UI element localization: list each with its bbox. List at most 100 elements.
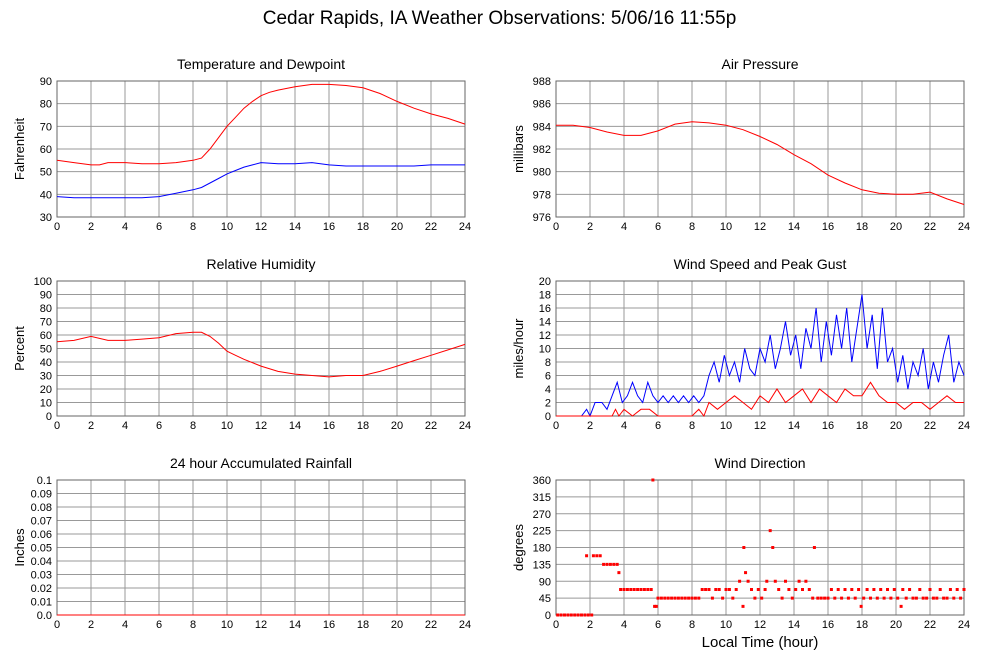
wind-direction-point bbox=[632, 588, 636, 591]
y-tick-label: 180 bbox=[533, 543, 551, 555]
x-tick-label: 8 bbox=[190, 420, 196, 432]
wind-direction-point bbox=[619, 588, 623, 591]
y-tick-label: 982 bbox=[533, 144, 551, 156]
wind-direction-point bbox=[942, 596, 946, 600]
x-tick-label: 6 bbox=[655, 221, 661, 233]
x-tick-label: 8 bbox=[190, 619, 196, 631]
x-tick-label: 18 bbox=[357, 221, 369, 233]
y-axis-label: miles/hour bbox=[511, 318, 526, 379]
x-tick-label: 24 bbox=[958, 619, 970, 631]
wind-direction-point bbox=[746, 579, 750, 583]
x-tick-label: 4 bbox=[621, 420, 627, 432]
wind-direction-point bbox=[807, 588, 811, 591]
y-tick-label: 986 bbox=[533, 99, 551, 111]
wind-direction-point bbox=[945, 596, 949, 600]
y-tick-label: 50 bbox=[40, 167, 52, 179]
wind-direction-point bbox=[904, 596, 908, 600]
wind-direction-point bbox=[598, 554, 602, 558]
x-tick-label: 10 bbox=[221, 420, 233, 432]
wind-direction-point bbox=[784, 579, 787, 583]
bottom-x-axis-label: Local Time (hour) bbox=[701, 634, 819, 651]
wind-direction-point bbox=[801, 588, 804, 591]
y-tick-label: 0 bbox=[46, 411, 52, 423]
wind-direction-point bbox=[666, 596, 670, 600]
wind-direction-point bbox=[717, 588, 721, 591]
y-tick-label: 45 bbox=[539, 593, 551, 605]
y-tick-label: 0.01 bbox=[31, 597, 52, 609]
x-tick-label: 20 bbox=[391, 420, 403, 432]
y-tick-label: 0 bbox=[545, 411, 551, 423]
wind-direction-point bbox=[721, 596, 725, 600]
wind-direction-point bbox=[591, 554, 595, 558]
wind-direction-point bbox=[622, 588, 626, 591]
wind-direction-point bbox=[872, 588, 876, 591]
x-tick-label: 14 bbox=[289, 619, 301, 631]
x-tick-label: 0 bbox=[54, 619, 60, 631]
x-tick-label: 20 bbox=[890, 221, 902, 233]
y-tick-label: 30 bbox=[40, 371, 52, 383]
wind-direction-point bbox=[741, 604, 745, 608]
y-axis-label: degrees bbox=[511, 524, 526, 571]
y-tick-label: 30 bbox=[40, 212, 52, 224]
plot-frame bbox=[56, 280, 466, 417]
wind-direction-point bbox=[700, 588, 704, 591]
wind-direction-point bbox=[576, 613, 580, 617]
y-tick-label: 50 bbox=[40, 344, 52, 356]
x-tick-label: 20 bbox=[391, 221, 403, 233]
wind-direction-point bbox=[948, 588, 952, 591]
wind-direction-point bbox=[605, 562, 609, 566]
wind-direction-point bbox=[595, 554, 599, 558]
x-tick-label: 12 bbox=[754, 619, 766, 631]
y-tick-label: 18 bbox=[539, 290, 551, 302]
wind-direction-point bbox=[846, 596, 850, 600]
y-tick-label: 4 bbox=[545, 384, 551, 396]
wind-direction-point bbox=[886, 588, 889, 591]
wind-direction-point bbox=[826, 596, 830, 600]
x-tick-label: 0 bbox=[553, 420, 559, 432]
wind-direction-point bbox=[833, 596, 837, 600]
x-tick-label: 10 bbox=[720, 619, 732, 631]
y-axis-label: Fahrenheit bbox=[12, 118, 27, 181]
y-tick-label: 978 bbox=[533, 189, 551, 201]
y-tick-label: 0.0 bbox=[37, 610, 52, 622]
wind-direction-point bbox=[843, 588, 847, 591]
wind-direction-point bbox=[602, 562, 606, 566]
wind-direction-point bbox=[642, 588, 646, 591]
wind-direction-point bbox=[566, 613, 570, 617]
wind-direction-point bbox=[875, 596, 879, 600]
plot-frame bbox=[555, 479, 965, 616]
y-tick-label: 20 bbox=[40, 384, 52, 396]
wind-direction-point bbox=[710, 596, 714, 600]
x-tick-label: 6 bbox=[156, 221, 162, 233]
wind-direction-point bbox=[768, 529, 772, 533]
x-tick-label: 18 bbox=[357, 420, 369, 432]
x-tick-label: 24 bbox=[958, 420, 970, 432]
wind-direction-point bbox=[750, 588, 753, 591]
y-tick-label: 360 bbox=[533, 475, 551, 487]
x-tick-label: 24 bbox=[459, 221, 471, 233]
x-tick-label: 22 bbox=[924, 619, 936, 631]
wind-direction-point bbox=[697, 596, 701, 600]
wind-direction-point bbox=[629, 588, 633, 591]
y-tick-label: 6 bbox=[545, 371, 551, 383]
wind-direction-point bbox=[787, 588, 791, 591]
wind-direction-point bbox=[859, 604, 863, 608]
x-tick-label: 18 bbox=[357, 619, 369, 631]
x-tick-label: 8 bbox=[190, 221, 196, 233]
series-line-1 bbox=[556, 121, 965, 205]
wind-direction-point bbox=[731, 596, 735, 600]
y-tick-label: 80 bbox=[40, 99, 52, 111]
wind-direction-point bbox=[756, 588, 760, 591]
plot-frame bbox=[56, 80, 466, 218]
x-tick-label: 22 bbox=[425, 619, 437, 631]
x-tick-label: 14 bbox=[289, 420, 301, 432]
wind-direction-point bbox=[829, 588, 833, 591]
wind-direction-point bbox=[704, 588, 708, 591]
wind-direction-point bbox=[744, 571, 748, 575]
x-tick-label: 14 bbox=[788, 221, 800, 233]
wind-direction-point bbox=[590, 613, 594, 617]
